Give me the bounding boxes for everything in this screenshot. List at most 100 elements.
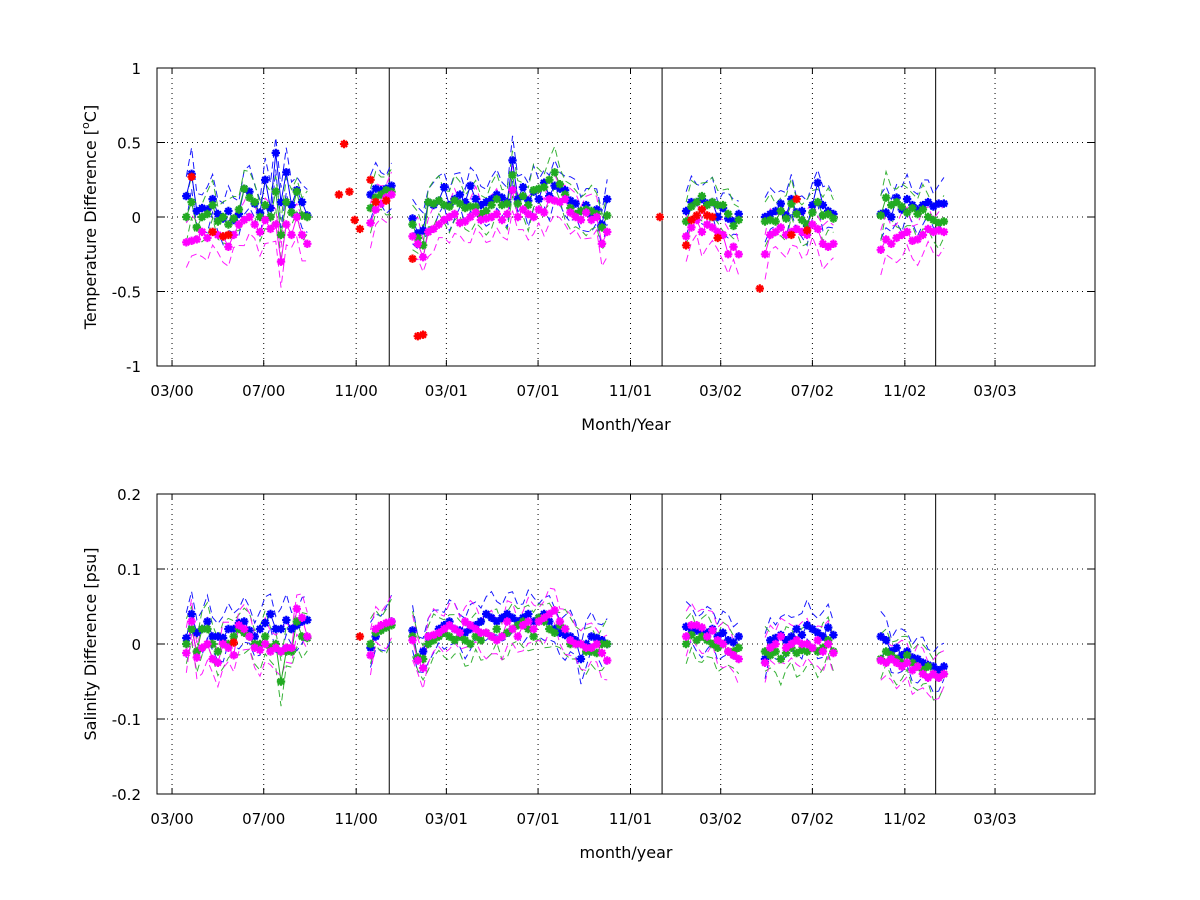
- green-data-point: [734, 215, 743, 225]
- blue-data-point: [234, 209, 244, 219]
- magenta-data-point: [545, 609, 554, 619]
- red-data-point: [697, 205, 707, 214]
- red-data-point: [350, 215, 359, 225]
- green-data-point: [471, 202, 480, 211]
- green-data-point: [261, 632, 270, 641]
- blue-data-point: [734, 632, 743, 641]
- blue-envelope-line: [880, 210, 945, 240]
- magenta-data-point: [824, 242, 833, 251]
- x-tick-label: 07/02: [791, 382, 834, 400]
- blue-data-point: [487, 194, 496, 204]
- blue-data-point: [560, 630, 570, 640]
- magenta-data-point: [918, 230, 928, 240]
- magenta-data-point: [939, 227, 949, 237]
- x-tick-label: 03/01: [425, 382, 468, 400]
- magenta-data-point: [934, 226, 943, 235]
- magenta-data-point: [276, 647, 286, 656]
- blue-data-point: [261, 175, 270, 184]
- magenta-data-point: [245, 212, 254, 222]
- green-data-point: [729, 221, 738, 231]
- green-data-point: [713, 643, 722, 652]
- magenta-data-point: [550, 196, 559, 205]
- blue-data-point: [771, 633, 780, 643]
- green-data-point: [455, 199, 465, 208]
- magenta-data-point: [729, 651, 738, 660]
- blue-data-point: [687, 197, 696, 207]
- green-data-point: [734, 643, 743, 652]
- green-data-point: [229, 214, 238, 223]
- magenta-data-point: [224, 242, 233, 251]
- blue-data-point: [218, 633, 228, 643]
- blue-envelope-line: [185, 137, 308, 205]
- magenta-data-point: [776, 223, 785, 232]
- magenta-data-point: [524, 209, 533, 219]
- green-envelope-line: [764, 214, 834, 247]
- blue-data-point: [929, 202, 938, 211]
- magenta-data-point: [571, 212, 580, 222]
- magenta-data-point: [303, 632, 312, 641]
- magenta-data-point: [471, 624, 480, 634]
- magenta-envelope-line: [185, 232, 308, 288]
- green-data-point: [781, 648, 791, 658]
- blue-data-point: [187, 609, 196, 619]
- magenta-data-point: [597, 239, 607, 248]
- blue-data-point: [418, 226, 428, 235]
- blue-envelope-line: [412, 589, 608, 646]
- magenta-data-point: [813, 636, 822, 645]
- magenta-envelope-line: [880, 205, 945, 231]
- magenta-data-point: [203, 639, 212, 649]
- green-envelope-line: [412, 635, 608, 682]
- magenta-data-point: [292, 212, 301, 222]
- green-data-point: [376, 190, 386, 199]
- blue-data-point: [592, 205, 601, 214]
- green-data-point: [529, 632, 538, 641]
- green-data-point: [908, 203, 917, 213]
- blue-data-point: [603, 194, 612, 204]
- blue-envelope-line: [370, 594, 392, 623]
- green-data-point: [182, 212, 191, 222]
- green-envelope-line: [685, 646, 740, 675]
- magenta-data-point: [461, 217, 470, 226]
- magenta-data-point: [213, 658, 223, 667]
- magenta-data-point: [461, 617, 470, 626]
- blue-data-point: [876, 632, 885, 641]
- green-data-point: [445, 202, 454, 211]
- green-data-point: [476, 636, 486, 645]
- blue-data-point: [560, 186, 570, 195]
- magenta-data-point: [708, 626, 717, 635]
- magenta-data-point: [229, 651, 238, 660]
- green-data-point: [382, 623, 391, 632]
- blue-data-point: [461, 197, 470, 207]
- blue-data-point: [508, 613, 517, 622]
- y-tick-label: -0.5: [112, 284, 141, 302]
- red-data-point: [692, 211, 701, 220]
- magenta-data-point: [208, 654, 217, 664]
- magenta-data-point: [708, 223, 717, 232]
- magenta-data-point: [255, 227, 265, 237]
- green-data-point: [292, 187, 301, 196]
- green-envelope-line: [412, 144, 608, 228]
- red-data-point: [802, 226, 812, 235]
- magenta-data-point: [250, 220, 259, 229]
- magenta-data-point: [534, 617, 543, 626]
- green-data-point: [766, 651, 775, 660]
- magenta-data-point: [445, 212, 454, 222]
- green-data-point: [439, 200, 449, 210]
- blue-data-point: [455, 190, 465, 199]
- magenta-data-point: [781, 643, 791, 652]
- y-tick-label: 0.5: [117, 135, 141, 153]
- green-data-point: [271, 187, 280, 196]
- green-data-point: [513, 199, 522, 208]
- green-data-point: [760, 647, 770, 656]
- magenta-data-point: [687, 621, 696, 630]
- green-data-point: [445, 632, 454, 641]
- red-data-point: [208, 227, 217, 237]
- blue-data-point: [466, 181, 475, 190]
- magenta-data-point: [197, 643, 207, 652]
- blue-data-point: [487, 613, 496, 622]
- magenta-data-point: [892, 233, 901, 243]
- blue-data-point: [182, 191, 191, 201]
- blue-data-point: [918, 200, 928, 210]
- green-data-point: [229, 632, 238, 641]
- green-data-point: [482, 206, 491, 216]
